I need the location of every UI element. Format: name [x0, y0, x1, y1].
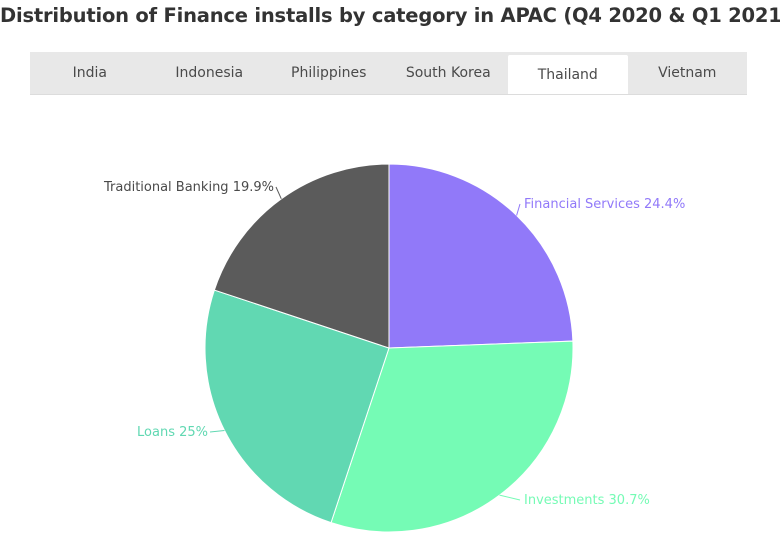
- label-connector: [499, 494, 521, 501]
- label-connector: [209, 430, 225, 433]
- pie-label-financial-services: Financial Services 24.4%: [524, 197, 685, 212]
- pie-label-loans: Loans 25%: [137, 425, 208, 440]
- tab-indonesia[interactable]: Indonesia: [175, 65, 244, 81]
- pie-slices: [204, 163, 574, 533]
- pie-chart: Financial Services 24.4% Investments 30.7…: [103, 163, 685, 533]
- label-connector: [516, 203, 521, 216]
- label-connector: [275, 186, 282, 200]
- tab-thailand[interactable]: Thailand: [508, 55, 628, 94]
- chart-title: Distribution of Finance installs by cate…: [0, 4, 780, 27]
- pie-slice-traditional-banking[interactable]: [213, 163, 390, 349]
- pie-slice-financial-services[interactable]: [388, 163, 574, 349]
- tab-south-korea[interactable]: South Korea: [405, 65, 491, 81]
- tab-india[interactable]: India: [72, 65, 107, 81]
- pie-label-investments: Investments 30.7%: [524, 493, 650, 508]
- pie-slice-loans[interactable]: [204, 289, 390, 524]
- tab-vietnam[interactable]: Vietnam: [658, 65, 717, 81]
- tab-philippines[interactable]: Philippines: [291, 65, 367, 81]
- pie-labels: Financial Services 24.4% Investments 30.7…: [103, 180, 685, 508]
- pie-label-traditional-banking: Traditional Banking 19.9%: [103, 180, 274, 195]
- pie-slice-investments[interactable]: [330, 340, 574, 533]
- country-tab-bar: India Indonesia Philippines South Korea …: [30, 52, 747, 95]
